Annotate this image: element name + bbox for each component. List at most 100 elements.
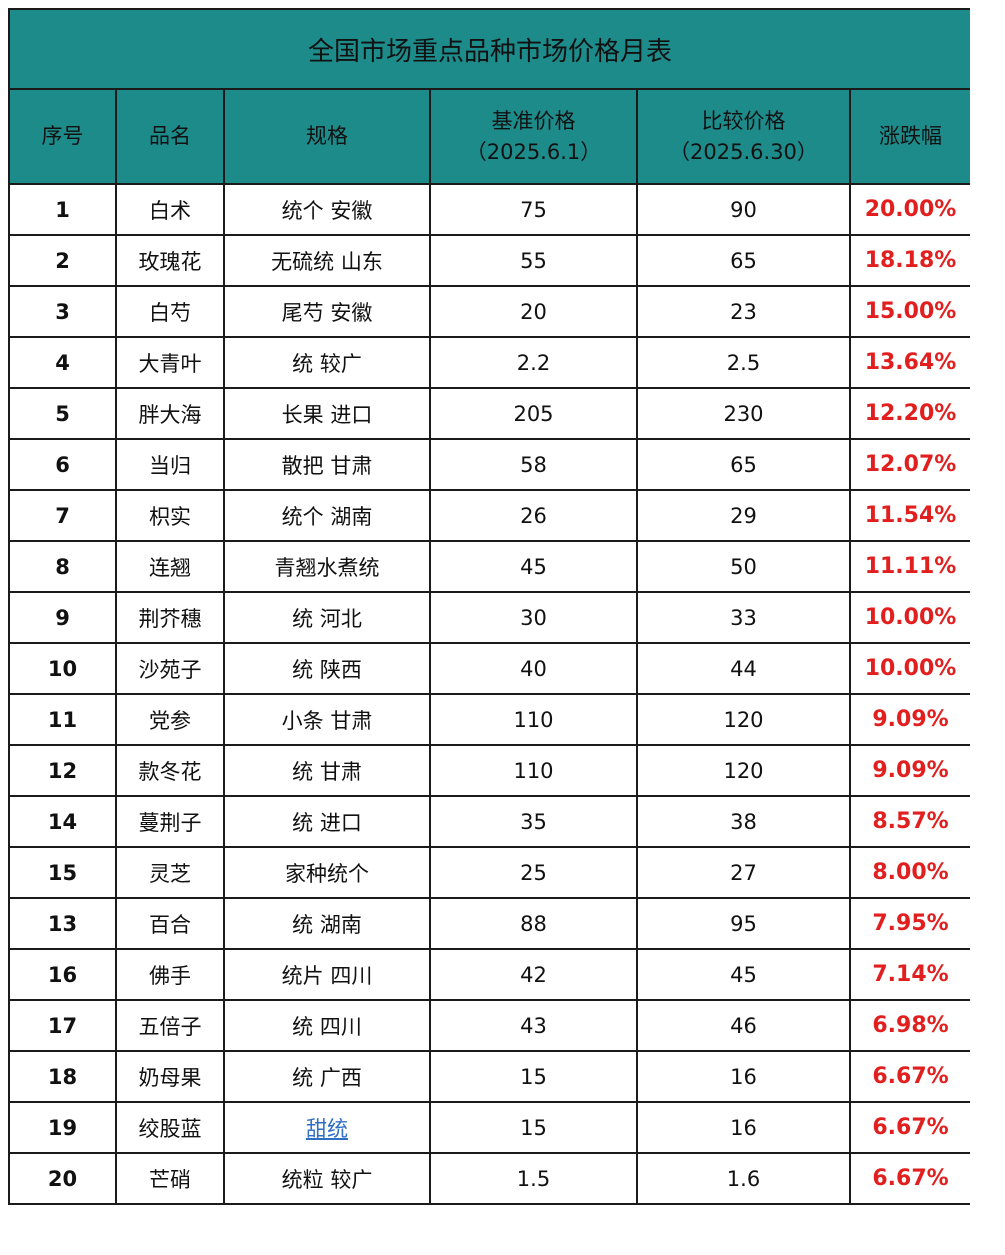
cell-spec: 统 陕西: [223, 642, 431, 695]
cell-seq: 11: [8, 693, 117, 746]
cell-change: 10.00%: [848, 642, 973, 695]
price-table: 全国市场重点品种市场价格月表 序号 品名 规格 基准价格 （2025.6.1） …: [7, 8, 973, 1205]
cell-name: 大青叶: [115, 336, 225, 389]
table-row: 6 当归 散把 甘肃 58 65 12.07%: [8, 438, 973, 491]
cell-seq: 4: [8, 336, 117, 389]
cell-seq: 19: [8, 1101, 117, 1154]
cell-compare-price: 90: [636, 183, 851, 236]
cell-name: 白术: [115, 183, 225, 236]
cell-base-price: 26: [429, 489, 638, 542]
cell-name: 佛手: [115, 948, 225, 1001]
cell-base-price: 15: [429, 1050, 638, 1103]
cell-base-price: 110: [429, 744, 638, 797]
header-base-price: 基准价格 （2025.6.1）: [429, 88, 638, 185]
cell-change: 6.67%: [848, 1152, 973, 1205]
table-row: 16 佛手 统片 四川 42 45 7.14%: [8, 948, 973, 1001]
cell-change: 15.00%: [848, 285, 973, 338]
cell-compare-price: 120: [636, 744, 851, 797]
cell-seq: 2: [8, 234, 117, 287]
page-margin: [970, 8, 1005, 1248]
table-row: 17 五倍子统 四川 43 46 6.98%: [8, 999, 973, 1052]
cell-spec: 统 四川: [223, 999, 431, 1052]
cell-change: 11.11%: [848, 540, 973, 593]
cell-spec: 统 广西: [223, 1050, 431, 1103]
cell-compare-price: 27: [636, 846, 851, 899]
table-row: 8 连翘 青翘水煮统 45 50 11.11%: [8, 540, 973, 593]
header-spec: 规格: [223, 88, 431, 185]
cell-seq: 14: [8, 795, 117, 848]
cell-change: 11.54%: [848, 489, 973, 542]
cell-spec: 统片 四川: [223, 948, 431, 1001]
cell-compare-price: 120: [636, 693, 851, 746]
cell-change: 7.95%: [848, 897, 973, 950]
cell-name: 胖大海: [115, 387, 225, 440]
cell-compare-price: 45: [636, 948, 851, 1001]
cell-base-price: 20: [429, 285, 638, 338]
cell-change: 12.07%: [848, 438, 973, 491]
cell-compare-price: 65: [636, 234, 851, 287]
cell-name: 款冬花: [115, 744, 225, 797]
cell-base-price: 40: [429, 642, 638, 695]
cell-base-price: 45: [429, 540, 638, 593]
cell-seq: 7: [8, 489, 117, 542]
table-row: 19 绞股蓝 甜统 15 16 6.67%: [8, 1101, 973, 1154]
cell-name: 当归: [115, 438, 225, 491]
cell-seq: 13: [8, 897, 117, 950]
cell-spec: 统 进口: [223, 795, 431, 848]
cell-change: 6.98%: [848, 999, 973, 1052]
cell-name: 五倍子: [115, 999, 225, 1052]
cell-seq: 12: [8, 744, 117, 797]
table-row: 11 党参 小条 甘肃 110 120 9.09%: [8, 693, 973, 746]
table-row: 15 灵芝 家种统个 25 27 8.00%: [8, 846, 973, 899]
cell-name: 枳实: [115, 489, 225, 542]
cell-seq: 17: [8, 999, 117, 1052]
cell-compare-price: 50: [636, 540, 851, 593]
cell-spec: 统 甘肃: [223, 744, 431, 797]
table-body: 1 白术 统个 安徽 75 90 20.00% 2 玫瑰花 无硫统 山东 55 65 18.18% 3 白…: [8, 183, 973, 1205]
cell-base-price: 58: [429, 438, 638, 491]
cell-compare-price: 44: [636, 642, 851, 695]
cell-compare-price: 23: [636, 285, 851, 338]
cell-compare-price: 2.5: [636, 336, 851, 389]
cell-base-price: 110: [429, 693, 638, 746]
table-row: 13 百合统 湖南 88 95 7.95%: [8, 897, 973, 950]
table-title: 全国市场重点品种市场价格月表: [7, 8, 973, 90]
cell-base-price: 35: [429, 795, 638, 848]
cell-name: 灵芝: [115, 846, 225, 899]
cell-seq: 10: [8, 642, 117, 695]
cell-compare-price: 46: [636, 999, 851, 1052]
cell-seq: 6: [8, 438, 117, 491]
cell-seq: 18: [8, 1050, 117, 1103]
cell-change: 9.09%: [848, 693, 973, 746]
cell-spec: 散把 甘肃: [223, 438, 431, 491]
table-row: 12 款冬花统 甘肃 110 120 9.09%: [8, 744, 973, 797]
cell-compare-price: 38: [636, 795, 851, 848]
cell-spec: 家种统个: [223, 846, 431, 899]
cell-compare-price: 230: [636, 387, 851, 440]
cell-base-price: 30: [429, 591, 638, 644]
cell-spec: 无硫统 山东: [223, 234, 431, 287]
table-row: 2 玫瑰花 无硫统 山东 55 65 18.18%: [8, 234, 973, 287]
table-row: 9 荆芥穗统 河北 30 33 10.00%: [8, 591, 973, 644]
cell-compare-price: 95: [636, 897, 851, 950]
table-row: 10 沙苑子统 陕西 40 44 10.00%: [8, 642, 973, 695]
spec-link[interactable]: 甜统: [306, 1116, 348, 1141]
cell-change: 18.18%: [848, 234, 973, 287]
cell-base-price: 75: [429, 183, 638, 236]
cell-change: 7.14%: [848, 948, 973, 1001]
cell-spec: 统个 湖南: [223, 489, 431, 542]
cell-base-price: 88: [429, 897, 638, 950]
cell-seq: 1: [8, 183, 117, 236]
cell-seq: 15: [8, 846, 117, 899]
cell-spec: 小条 甘肃: [223, 693, 431, 746]
cell-seq: 5: [8, 387, 117, 440]
cell-change: 6.67%: [848, 1050, 973, 1103]
cell-seq: 20: [8, 1152, 117, 1205]
cell-name: 百合: [115, 897, 225, 950]
cell-spec: 统 河北: [223, 591, 431, 644]
cell-spec: 甜统: [223, 1101, 431, 1154]
table-row: 20 芒硝 统粒 较广 1.5 1.6 6.67%: [8, 1152, 973, 1205]
table-row: 4 大青叶统 较广 2.2 2.5 13.64%: [8, 336, 973, 389]
cell-base-price: 15: [429, 1101, 638, 1154]
cell-spec: 统 较广: [223, 336, 431, 389]
